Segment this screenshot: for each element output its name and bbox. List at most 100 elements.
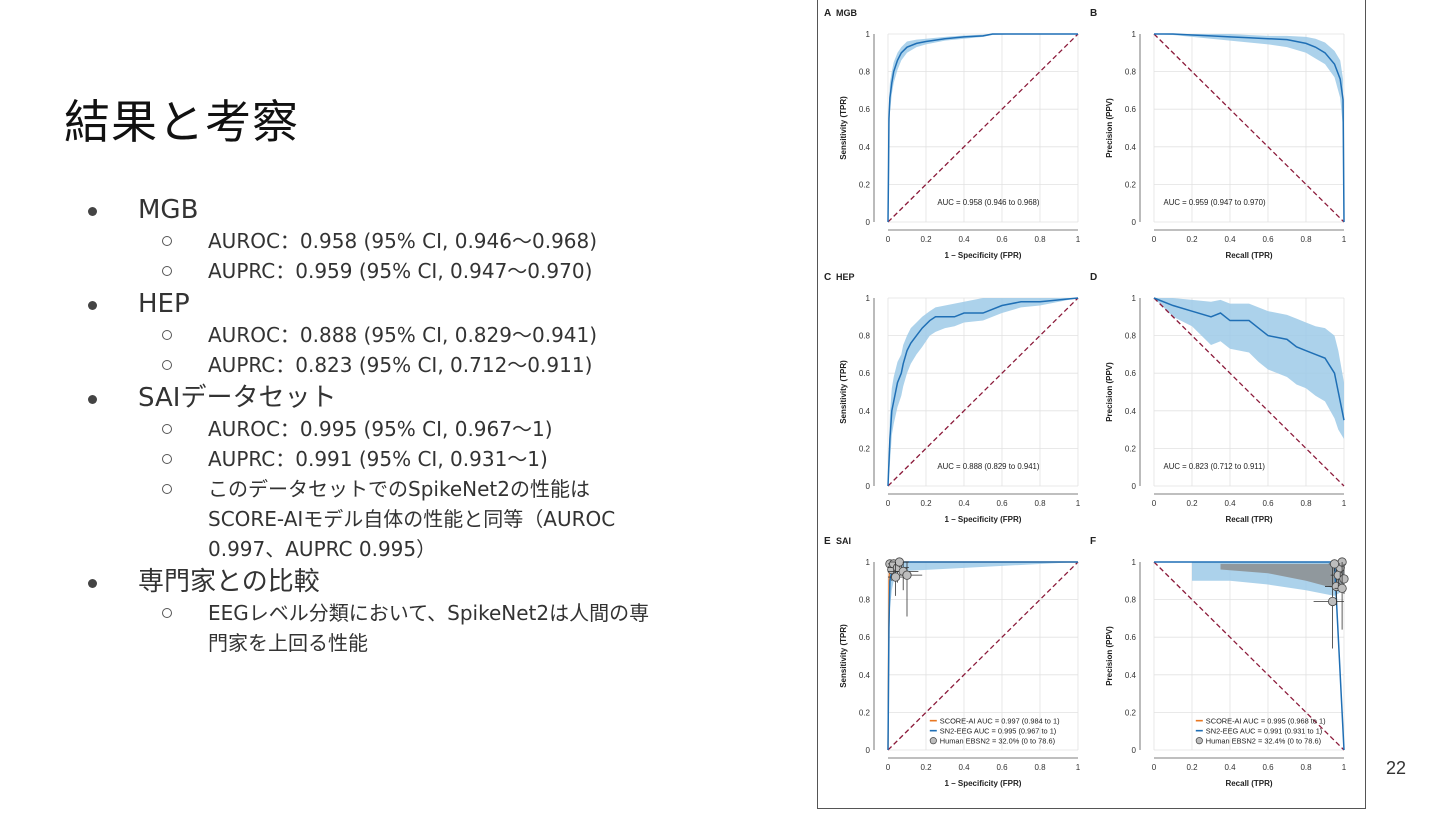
chance-diagonal [887, 33, 1079, 223]
x-axis-label: 1 – Specificity (FPR) [945, 779, 1022, 788]
sub-bullet-text: AUPRC：0.823 (95% CI, 0.712〜0.911) [208, 353, 593, 377]
y-tick-label: 0.8 [859, 332, 871, 341]
panel-letter: B [1090, 8, 1097, 19]
y-axis-label: Precision (PPV) [1105, 362, 1114, 422]
y-tick-label: 1 [866, 30, 871, 39]
y-tick-label: 0 [866, 218, 871, 227]
bullet-sai: SAIデータセット [82, 382, 772, 414]
x-tick-label: 1 [1076, 763, 1081, 772]
sub-bullet-ring-icon [162, 424, 172, 434]
x-tick-label: 0 [886, 763, 891, 772]
y-tick-label: 0.6 [1125, 105, 1137, 114]
sub-bullet: AUROC：0.958 (95% CI, 0.946〜0.968) [82, 226, 772, 256]
x-tick-label: 0.2 [920, 499, 932, 508]
x-tick-label: 0.4 [1224, 499, 1236, 508]
auc-annotation: AUC = 0.888 (0.829 to 0.941) [937, 462, 1039, 471]
figure-svg: A MGB 0 0 0.2 0.2 0.4 0.4 0.6 0.6 0.8 0.8 1 1 1 – Spec… [824, 8, 1349, 788]
x-tick-label: 1 [1342, 235, 1347, 244]
chance-diagonal [887, 297, 1079, 487]
sub-bullet-text: このデータセットでのSpikeNet2の性能は SCORE-AIモデル自体の性能… [208, 477, 616, 561]
sub-bullet: AUPRC：0.823 (95% CI, 0.712〜0.911) [82, 350, 772, 380]
bullet-dot-icon [88, 395, 97, 404]
chart-panel-e: E SAI 0 0 0.2 0.2 0.4 0.4 0.6 0.6 0.8 0.8 1 1 1 – Spec… [824, 536, 1081, 788]
main-curve [887, 297, 1079, 487]
y-tick-label: 0.8 [859, 596, 871, 605]
y-tick-label: 0.4 [859, 671, 871, 680]
y-tick-label: 0 [1132, 482, 1137, 491]
x-tick-label: 1 [1342, 763, 1347, 772]
sub-bullet-ring-icon [162, 454, 172, 464]
x-tick-label: 1 [1076, 499, 1081, 508]
x-tick-label: 0.4 [958, 235, 970, 244]
legend-entry: SCORE-AI AUC = 0.997 (0.984 to 1) [940, 717, 1060, 726]
chance-diagonal [1153, 33, 1345, 223]
y-tick-label: 0.8 [1125, 68, 1137, 77]
x-tick-label: 0.4 [958, 763, 970, 772]
sub-bullet-ring-icon [162, 236, 172, 246]
x-axis-label: 1 – Specificity (FPR) [945, 251, 1022, 260]
y-tick-label: 0.4 [859, 143, 871, 152]
human-expert-point [1329, 559, 1340, 569]
panel-letter: A [824, 8, 831, 19]
sub-bullet-text: AUPRC：0.959 (95% CI, 0.947〜0.970) [208, 259, 593, 283]
panel-letter: E [824, 536, 831, 547]
human-band [1220, 562, 1344, 591]
legend-entry: Human EBSN2 = 32.0% (0 to 78.6) [940, 737, 1055, 746]
y-axis-label: Sensitivity (TPR) [839, 96, 848, 160]
bullet-text: MGB [138, 195, 199, 225]
sub-bullet-text: AUROC：0.995 (95% CI, 0.967〜1) [208, 417, 553, 441]
x-tick-label: 0.6 [996, 235, 1008, 244]
legend-entry: Human EBSN2 = 32.4% (0 to 78.6) [1206, 737, 1321, 746]
y-tick-label: 0.6 [1125, 633, 1137, 642]
sub-bullet-ring-icon [162, 330, 172, 340]
sub-bullet-text: AUPRC：0.991 (95% CI, 0.931〜1) [208, 447, 548, 471]
human-expert-point [894, 557, 905, 567]
x-tick-label: 0 [1152, 763, 1157, 772]
chart-panel-f: F 0 0 0.2 0.2 0.4 0.4 0.6 0.6 0.8 0.8 1 1 Recall (TPR… [1090, 536, 1349, 788]
human-expert-point [1337, 583, 1347, 593]
panel-title: SAI [836, 536, 851, 546]
bullet-dot-icon [88, 301, 97, 310]
y-tick-label: 0.4 [1125, 671, 1137, 680]
y-tick-label: 0.4 [859, 407, 871, 416]
x-axis-label: Recall (TPR) [1225, 515, 1272, 524]
confidence-band [1154, 298, 1344, 439]
sub-bullet-text: AUROC：0.958 (95% CI, 0.946〜0.968) [208, 229, 598, 253]
y-tick-label: 0.2 [1125, 444, 1137, 453]
x-tick-label: 0.8 [1034, 763, 1046, 772]
y-axis-label: Sensitivity (TPR) [839, 624, 848, 688]
y-tick-label: 0.6 [1125, 369, 1137, 378]
bullet-mgb: MGB [82, 194, 772, 226]
x-tick-label: 0 [1152, 499, 1157, 508]
legend-swatch [929, 737, 937, 745]
x-tick-label: 0.2 [1186, 235, 1198, 244]
sub-bullet-ring-icon [162, 266, 172, 276]
y-axis-label: Precision (PPV) [1105, 626, 1114, 686]
x-tick-label: 0.8 [1300, 763, 1312, 772]
main-curve [887, 33, 1078, 223]
sub-bullet-ring-icon [162, 360, 172, 370]
chart-panel-a: A MGB 0 0 0.2 0.2 0.4 0.4 0.6 0.6 0.8 0.8 1 1 1 – Spec… [824, 8, 1081, 260]
auc-annotation: AUC = 0.958 (0.946 to 0.968) [937, 198, 1039, 207]
x-tick-label: 0.6 [1262, 763, 1274, 772]
x-tick-label: 0.2 [1186, 763, 1198, 772]
page-number: 22 [1386, 758, 1407, 778]
human-expert-point [891, 572, 901, 582]
y-tick-label: 0.6 [859, 369, 871, 378]
y-tick-label: 0 [866, 746, 871, 755]
bullet-list: MGB AUROC：0.958 (95% CI, 0.946〜0.968) AU… [82, 192, 772, 658]
sub-bullet: AUPRC：0.959 (95% CI, 0.947〜0.970) [82, 256, 772, 286]
y-tick-label: 0.2 [859, 708, 871, 717]
panel-letter: C [824, 272, 831, 283]
legend-entry: SN2-EEG AUC = 0.995 (0.967 to 1) [940, 727, 1056, 736]
x-tick-label: 0.4 [1224, 763, 1236, 772]
y-tick-label: 0.8 [1125, 332, 1137, 341]
x-tick-label: 0.6 [1262, 235, 1274, 244]
slide-title: 結果と考察 [64, 95, 299, 149]
auc-annotation: AUC = 0.959 (0.947 to 0.970) [1164, 198, 1266, 207]
sub-bullet: AUROC：0.888 (95% CI, 0.829〜0.941) [82, 320, 772, 350]
chart-panel-b: B 0 0 0.2 0.2 0.4 0.4 0.6 0.6 0.8 0.8 1 1 Recall (TPR… [1090, 8, 1347, 260]
bullet-text: 専門家との比較 [138, 567, 320, 597]
x-tick-label: 0 [886, 499, 891, 508]
x-tick-label: 0.8 [1300, 499, 1312, 508]
